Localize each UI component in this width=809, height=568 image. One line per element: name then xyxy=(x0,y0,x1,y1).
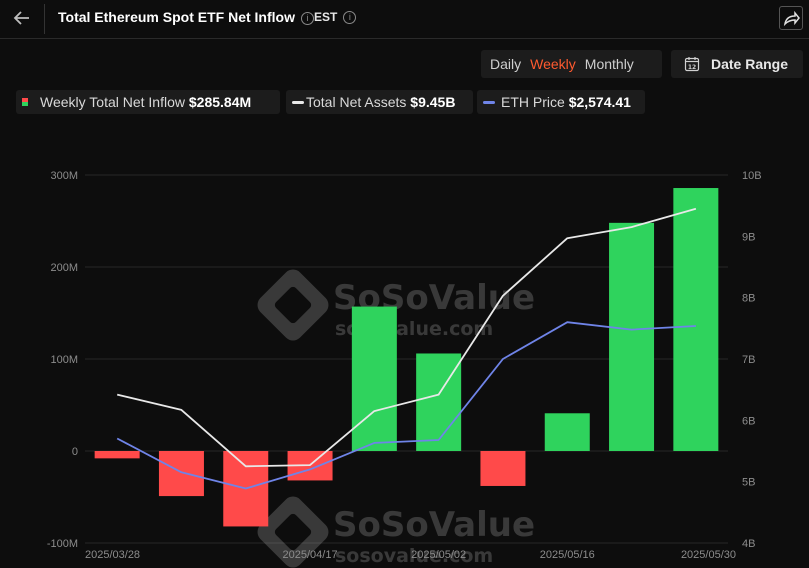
timezone-label: EST xyxy=(314,10,338,24)
page-title: Total Ethereum Spot ETF Net Inflow i xyxy=(58,9,314,25)
y-right-tick-label: 5B xyxy=(742,477,755,489)
y-left-tick-label: 300M xyxy=(50,170,78,182)
watermark-domain: sosovalue.com xyxy=(335,545,493,567)
inflow-bar xyxy=(351,306,397,451)
period-weekly[interactable]: Weekly xyxy=(530,56,576,72)
legend-inflow-swatch xyxy=(22,98,28,106)
inflow-bar xyxy=(480,451,526,486)
back-arrow-icon[interactable] xyxy=(12,8,32,28)
x-tick-label: 2025/05/16 xyxy=(540,549,595,561)
legend-price[interactable]: ETH Price $2,574.41 xyxy=(477,90,645,114)
timezone-selector[interactable]: EST i xyxy=(314,10,357,24)
legend-inflow[interactable]: Weekly Total Net Inflow $285.84M xyxy=(16,90,280,114)
legend-assets-value: $9.45B xyxy=(410,94,456,110)
legend-inflow-label: Weekly Total Net Inflow xyxy=(40,94,185,110)
net-assets-line xyxy=(116,207,697,468)
timezone-info-icon[interactable]: i xyxy=(343,11,357,24)
watermark-logo-inner xyxy=(274,286,312,324)
title-info-icon[interactable]: i xyxy=(300,12,314,25)
date-range-label: Date Range xyxy=(711,56,789,72)
y-right-tick-label: 4B xyxy=(742,538,755,550)
y-right-tick-label: 10B xyxy=(742,170,762,182)
date-range-button[interactable]: 12 Date Range xyxy=(671,50,803,78)
y-right-tick-label: 8B xyxy=(742,293,755,305)
y-left-tick-label: 100M xyxy=(50,354,78,366)
x-tick-label: 2025/05/30 xyxy=(681,549,736,561)
legend-assets-swatch xyxy=(292,101,304,104)
legend-price-label: ETH Price xyxy=(501,94,565,110)
inflow-bar xyxy=(544,413,590,451)
eth-price-line xyxy=(116,321,696,490)
share-icon xyxy=(783,10,800,27)
x-tick-label: 2025/03/28 xyxy=(85,549,140,561)
inflow-bar xyxy=(158,451,204,497)
legend-price-value: $2,574.41 xyxy=(568,94,631,110)
y-right-tick-label: 7B xyxy=(742,354,755,366)
period-selector: Daily Weekly Monthly xyxy=(481,50,662,78)
period-monthly[interactable]: Monthly xyxy=(584,56,634,72)
page-title-text: Total Ethereum Spot ETF Net Inflow xyxy=(58,9,295,25)
watermark-brand: SoSoValue xyxy=(333,505,535,545)
y-right-tick-label: 6B xyxy=(742,415,755,427)
inflow-bar xyxy=(94,451,140,459)
header-divider xyxy=(44,4,45,34)
watermark-logo-inner xyxy=(274,513,312,551)
inflow-bar xyxy=(609,222,655,451)
legend-price-swatch xyxy=(483,101,495,104)
period-daily[interactable]: Daily xyxy=(490,56,522,72)
watermark-logo-icon xyxy=(257,269,329,341)
header-bar: Total Ethereum Spot ETF Net Inflow i EST i xyxy=(0,0,809,39)
share-button[interactable] xyxy=(779,6,803,30)
y-right-tick-label: 9B xyxy=(742,231,755,243)
y-left-tick-label: 0 xyxy=(72,446,78,458)
legend-assets-label: Total Net Assets xyxy=(306,94,407,110)
y-left-tick-label: -100M xyxy=(47,538,78,550)
inflow-bar xyxy=(673,188,719,451)
x-tick-label: 2025/04/17 xyxy=(283,549,338,561)
legend-assets[interactable]: Total Net Assets $9.45B xyxy=(286,90,473,114)
calendar-icon: 12 xyxy=(684,57,700,72)
watermark-logo-icon xyxy=(257,496,329,568)
x-tick-label: 2025/05/02 xyxy=(411,549,466,561)
inflow-bar xyxy=(416,353,462,451)
calendar-day: 12 xyxy=(688,64,696,71)
legend-inflow-value: $285.84M xyxy=(188,94,252,110)
y-left-tick-label: 200M xyxy=(50,262,78,274)
